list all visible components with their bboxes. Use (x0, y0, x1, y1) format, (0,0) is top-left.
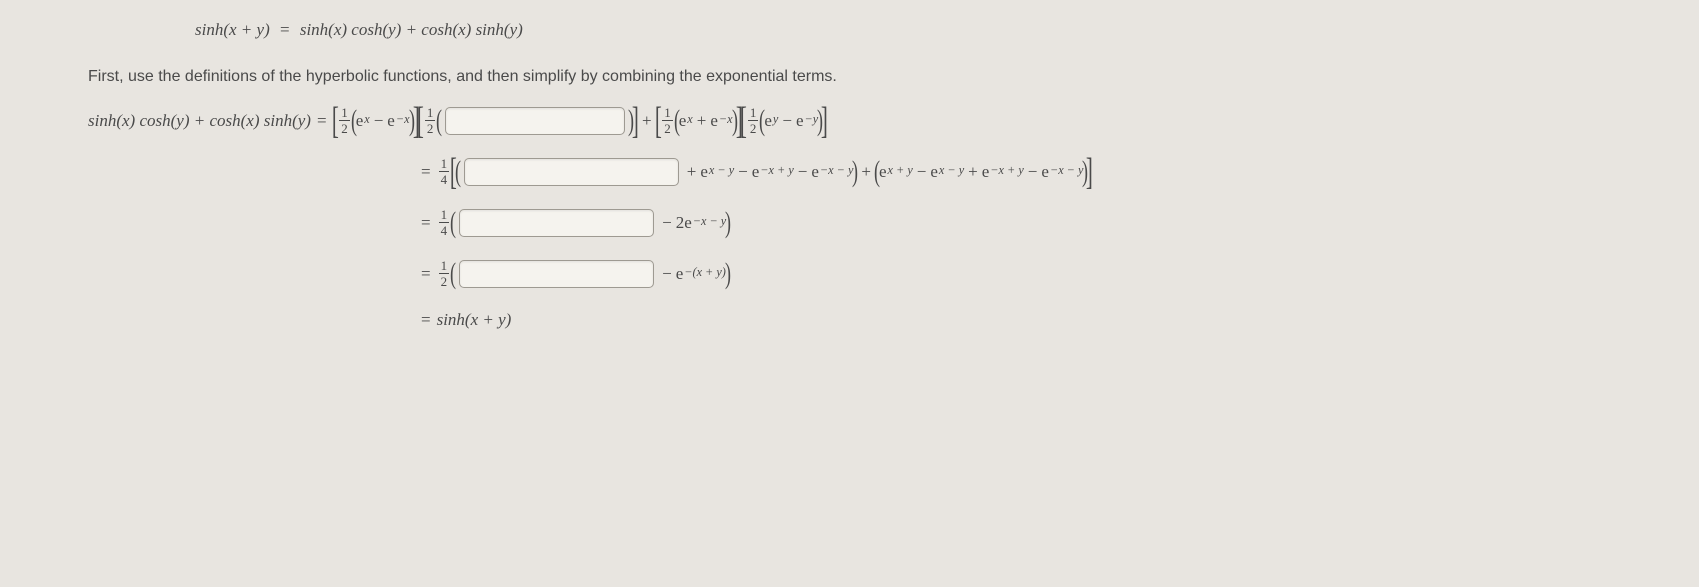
lhs-expression: sinh(x) cosh(y) + cosh(x) sinh(y) (88, 111, 311, 131)
identity-rhs: sinh(x) cosh(y) + cosh(x) sinh(y) (300, 20, 523, 39)
final-result: sinh(x + y) (437, 310, 512, 330)
equation-row-4: = 1 2 ( − e−(x + y) ) (415, 259, 1699, 288)
fraction-half: 1 2 (339, 106, 350, 135)
instruction-text: First, use the definitions of the hyperb… (88, 68, 1699, 86)
fraction-half: 1 2 (662, 106, 673, 135)
equation-row-3: = 1 4 ( − 2e−x − y ) (415, 208, 1699, 237)
answer-input-2[interactable] (464, 158, 679, 186)
equals-sign: = (280, 20, 290, 39)
fraction-quarter: 1 4 (439, 157, 450, 186)
equation-row-1: sinh(x) cosh(y) + cosh(x) sinh(y) = [ 1 … (88, 106, 1699, 135)
answer-input-4[interactable] (459, 260, 654, 288)
fraction-half: 1 2 (439, 259, 450, 288)
equation-row-2: = 1 4 [ ( +ex − y −e−x + y −e−x − y ) + … (415, 157, 1699, 186)
answer-input-1[interactable] (445, 107, 625, 135)
fraction-quarter: 1 4 (439, 208, 450, 237)
equation-row-final: = sinh(x + y) (415, 310, 1699, 330)
fraction-half: 1 2 (425, 106, 436, 135)
fraction-half: 1 2 (748, 106, 759, 135)
identity-lhs: sinh(x + y) (195, 20, 270, 39)
identity-equation: sinh(x + y) = sinh(x) cosh(y) + cosh(x) … (195, 20, 1699, 40)
answer-input-3[interactable] (459, 209, 654, 237)
